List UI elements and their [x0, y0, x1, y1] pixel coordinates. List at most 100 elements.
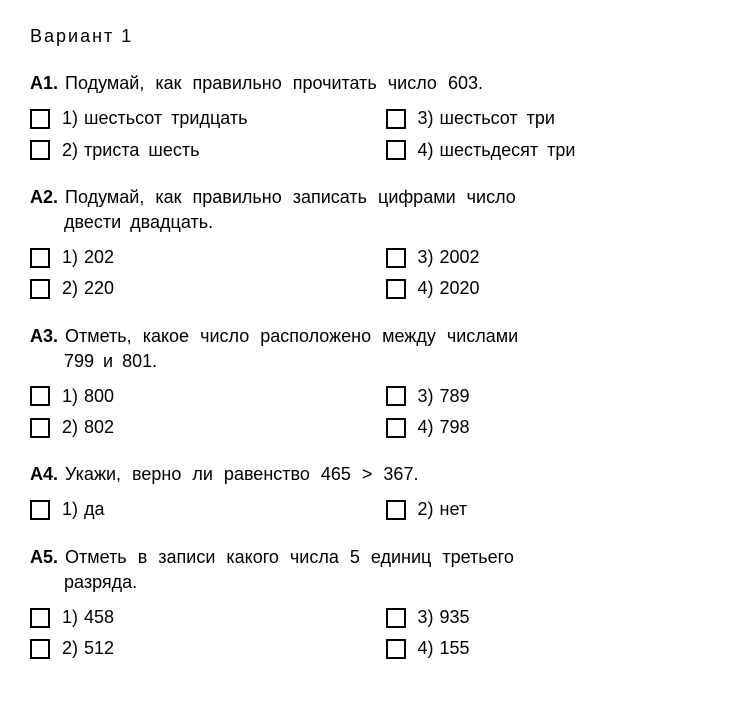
option-text: шестьдесят три: [440, 138, 576, 163]
question-a4: А4. Укажи, верно ли равенство 465 > 367.…: [30, 462, 701, 528]
checkbox-icon[interactable]: [386, 140, 406, 160]
options-container: 1) 800 3) 789 2) 802 4) 798: [30, 384, 701, 446]
option-2[interactable]: 2) 220: [30, 276, 366, 301]
option-number: 1): [62, 384, 78, 409]
question-a2: А2. Подумай, как правильно записать цифр…: [30, 185, 701, 308]
checkbox-icon[interactable]: [386, 248, 406, 268]
option-3[interactable]: 3) шестьсот три: [366, 106, 702, 131]
checkbox-icon[interactable]: [386, 109, 406, 129]
option-text: 800: [84, 384, 114, 409]
options-container: 1) 458 3) 935 2) 512 4) 155: [30, 605, 701, 667]
checkbox-icon[interactable]: [30, 109, 50, 129]
option-number: 1): [62, 106, 78, 131]
question-text-line2: 799 и 801.: [30, 349, 701, 374]
option-2[interactable]: 2) триста шесть: [30, 138, 366, 163]
option-2[interactable]: 2) 512: [30, 636, 366, 661]
question-prompt: А5. Отметь в записи какого числа 5 едини…: [30, 545, 701, 595]
checkbox-icon[interactable]: [386, 386, 406, 406]
checkbox-icon[interactable]: [386, 418, 406, 438]
option-number: 2): [62, 138, 78, 163]
option-number: 4): [418, 276, 434, 301]
question-number: А2.: [30, 187, 58, 207]
option-text: 220: [84, 276, 114, 301]
option-text: 512: [84, 636, 114, 661]
option-text: триста шесть: [84, 138, 199, 163]
option-text: 802: [84, 415, 114, 440]
question-text: Укажи, верно ли равенство 465 > 367.: [65, 464, 418, 484]
option-number: 3): [418, 106, 434, 131]
option-1[interactable]: 1) да: [30, 497, 366, 522]
option-number: 1): [62, 497, 78, 522]
options-container: 1) 202 3) 2002 2) 220 4) 2020: [30, 245, 701, 307]
question-text: Отметь в записи какого числа 5 единиц тр…: [65, 547, 514, 567]
option-number: 2): [62, 276, 78, 301]
option-1[interactable]: 1) 202: [30, 245, 366, 270]
checkbox-icon[interactable]: [30, 639, 50, 659]
checkbox-icon[interactable]: [30, 608, 50, 628]
checkbox-icon[interactable]: [30, 140, 50, 160]
option-1[interactable]: 1) 458: [30, 605, 366, 630]
options-container: 1) шестьсот тридцать 3) шестьсот три 2) …: [30, 106, 701, 168]
option-4[interactable]: 4) шестьдесят три: [366, 138, 702, 163]
question-a1: А1. Подумай, как правильно прочитать чис…: [30, 71, 701, 169]
checkbox-icon[interactable]: [30, 500, 50, 520]
question-text-line2: двести двадцать.: [30, 210, 701, 235]
question-number: А5.: [30, 547, 58, 567]
option-number: 1): [62, 605, 78, 630]
option-text: 935: [440, 605, 470, 630]
option-1[interactable]: 1) шестьсот тридцать: [30, 106, 366, 131]
option-number: 2): [418, 497, 434, 522]
question-prompt: А2. Подумай, как правильно записать цифр…: [30, 185, 701, 235]
option-number: 4): [418, 415, 434, 440]
option-number: 2): [62, 636, 78, 661]
option-number: 1): [62, 245, 78, 270]
checkbox-icon[interactable]: [30, 386, 50, 406]
question-text: Отметь, какое число расположено между чи…: [65, 326, 518, 346]
checkbox-icon[interactable]: [30, 418, 50, 438]
option-3[interactable]: 3) 935: [366, 605, 702, 630]
option-2[interactable]: 2) 802: [30, 415, 366, 440]
option-4[interactable]: 4) 2020: [366, 276, 702, 301]
option-text: 789: [440, 384, 470, 409]
option-text: шестьсот тридцать: [84, 106, 248, 131]
option-text: да: [84, 497, 105, 522]
option-text: нет: [440, 497, 468, 522]
option-number: 3): [418, 245, 434, 270]
option-4[interactable]: 4) 798: [366, 415, 702, 440]
option-number: 4): [418, 636, 434, 661]
option-text: 458: [84, 605, 114, 630]
option-text: шестьсот три: [440, 106, 555, 131]
option-number: 2): [62, 415, 78, 440]
option-4[interactable]: 4) 155: [366, 636, 702, 661]
option-2[interactable]: 2) нет: [366, 497, 702, 522]
question-text-line2: разряда.: [30, 570, 701, 595]
option-3[interactable]: 3) 789: [366, 384, 702, 409]
option-1[interactable]: 1) 800: [30, 384, 366, 409]
question-number: А1.: [30, 73, 58, 93]
checkbox-icon[interactable]: [386, 639, 406, 659]
option-text: 202: [84, 245, 114, 270]
question-number: А3.: [30, 326, 58, 346]
variant-title: Вариант 1: [30, 24, 701, 49]
option-number: 4): [418, 138, 434, 163]
checkbox-icon[interactable]: [386, 279, 406, 299]
option-text: 2002: [440, 245, 480, 270]
question-prompt: А4. Укажи, верно ли равенство 465 > 367.: [30, 462, 701, 487]
checkbox-icon[interactable]: [386, 500, 406, 520]
option-number: 3): [418, 384, 434, 409]
options-container: 1) да 2) нет: [30, 497, 701, 528]
checkbox-icon[interactable]: [30, 248, 50, 268]
question-a5: А5. Отметь в записи какого числа 5 едини…: [30, 545, 701, 668]
option-text: 2020: [440, 276, 480, 301]
option-text: 798: [440, 415, 470, 440]
checkbox-icon[interactable]: [386, 608, 406, 628]
checkbox-icon[interactable]: [30, 279, 50, 299]
option-3[interactable]: 3) 2002: [366, 245, 702, 270]
question-number: А4.: [30, 464, 58, 484]
question-prompt: А3. Отметь, какое число расположено межд…: [30, 324, 701, 374]
question-a3: А3. Отметь, какое число расположено межд…: [30, 324, 701, 447]
option-text: 155: [440, 636, 470, 661]
question-prompt: А1. Подумай, как правильно прочитать чис…: [30, 71, 701, 96]
question-text: Подумай, как правильно записать цифрами …: [65, 187, 516, 207]
option-number: 3): [418, 605, 434, 630]
